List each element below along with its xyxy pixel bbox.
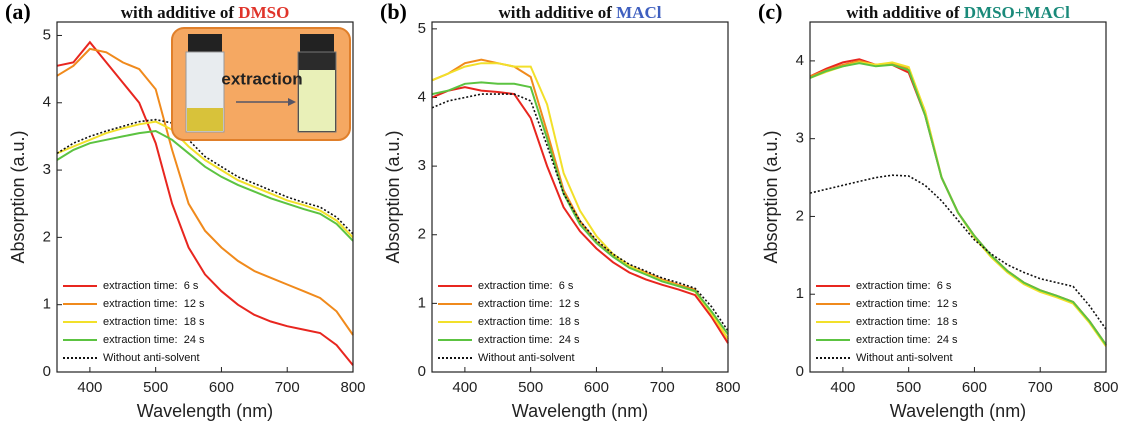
x-tick-label: 700: [275, 379, 300, 396]
series-line: [56, 118, 354, 235]
plot-frame: [56, 21, 354, 373]
y-tick-label: 3: [43, 161, 51, 178]
x-tick-label: 600: [209, 379, 234, 396]
series-line: [431, 81, 729, 335]
legend-label: Without anti-solvent: [478, 352, 575, 364]
y-tick-label: 5: [43, 26, 51, 43]
legend-label: extraction time: 6 s: [478, 280, 574, 292]
title-part: with additive of: [846, 3, 964, 22]
y-tick-label: 0: [418, 363, 426, 380]
vial-liquid: [187, 108, 223, 131]
y-tick-label: 0: [796, 363, 804, 380]
series-line: [809, 58, 1107, 346]
vial-cap: [300, 34, 334, 52]
legend-label: extraction time: 12 s: [478, 298, 580, 310]
legend-label: extraction time: 12 s: [103, 298, 205, 310]
x-tick-label: 400: [77, 379, 102, 396]
series-line: [809, 62, 1107, 346]
x-tick-label: 500: [518, 379, 543, 396]
panel-label: (b): [380, 0, 407, 24]
legend-label: extraction time: 6 s: [856, 280, 952, 292]
title-part: with additive of: [499, 3, 617, 22]
y-tick-label: 5: [418, 20, 426, 37]
chart-title: with additive of DMSO: [121, 3, 290, 22]
y-tick-label: 1: [418, 294, 426, 311]
y-tick-label: 2: [418, 226, 426, 243]
x-tick-label: 800: [715, 379, 740, 396]
series-line: [809, 61, 1107, 347]
y-tick-label: 3: [418, 157, 426, 174]
y-tick-label: 1: [43, 296, 51, 313]
legend-label: extraction time: 24 s: [856, 334, 958, 346]
title-part: DMSO+MACl: [964, 3, 1070, 22]
arrow-head: [288, 98, 296, 106]
series-line: [809, 174, 1107, 330]
y-axis-label: Absorption (a.u.): [383, 130, 403, 263]
x-tick-label: 700: [1028, 379, 1053, 396]
x-tick-label: 700: [650, 379, 675, 396]
y-axis-label: Absorption (a.u.): [761, 130, 781, 263]
series-line: [431, 86, 729, 344]
y-tick-label: 3: [796, 130, 804, 147]
x-tick-label: 800: [340, 379, 365, 396]
panel-label: (c): [758, 0, 782, 24]
x-axis-label: Wavelength (nm): [890, 401, 1026, 421]
legend-label: Without anti-solvent: [103, 352, 200, 364]
plot-frame: [431, 21, 729, 373]
x-tick-label: 600: [584, 379, 609, 396]
vial-liquid: [299, 70, 335, 131]
y-tick-label: 4: [418, 88, 426, 105]
series-line: [56, 47, 354, 336]
y-tick-label: 4: [43, 94, 51, 111]
series-line: [56, 40, 354, 366]
legend-label: extraction time: 6 s: [103, 280, 199, 292]
y-axis-label: Absorption (a.u.): [8, 130, 28, 263]
title-part: MACl: [616, 3, 662, 22]
y-tick-label: 4: [796, 52, 804, 69]
legend-label: extraction time: 18 s: [478, 316, 580, 328]
x-tick-label: 400: [452, 379, 477, 396]
chart-title: with additive of MACl: [499, 3, 662, 22]
x-tick-label: 800: [1093, 379, 1118, 396]
x-tick-label: 400: [830, 379, 855, 396]
series-line: [431, 93, 729, 332]
y-tick-label: 0: [43, 363, 51, 380]
inset: extraction: [171, 27, 351, 141]
series-line: [431, 62, 729, 340]
title-part: DMSO: [238, 3, 289, 22]
legend-label: Without anti-solvent: [856, 352, 953, 364]
x-axis-label: Wavelength (nm): [137, 401, 273, 421]
x-axis-label: Wavelength (nm): [512, 401, 648, 421]
panel-label: (a): [5, 0, 31, 24]
x-tick-label: 500: [143, 379, 168, 396]
vial-cap: [188, 34, 222, 52]
series-line: [431, 58, 729, 340]
x-tick-label: 600: [962, 379, 987, 396]
plot-frame: [809, 21, 1107, 373]
y-tick-label: 2: [43, 228, 51, 245]
x-tick-label: 500: [896, 379, 921, 396]
inset-text: extraction: [221, 69, 302, 88]
series-line: [809, 59, 1107, 346]
legend-label: extraction time: 24 s: [478, 334, 580, 346]
legend-label: extraction time: 12 s: [856, 298, 958, 310]
title-part: with additive of: [121, 3, 239, 22]
legend-label: extraction time: 18 s: [856, 316, 958, 328]
series-line: [56, 129, 354, 242]
chart-title: with additive of DMSO+MACl: [846, 3, 1070, 22]
legend-label: extraction time: 24 s: [103, 334, 205, 346]
legend-label: extraction time: 18 s: [103, 316, 205, 328]
series-line: [56, 120, 354, 239]
y-tick-label: 2: [796, 207, 804, 224]
y-tick-label: 1: [796, 285, 804, 302]
